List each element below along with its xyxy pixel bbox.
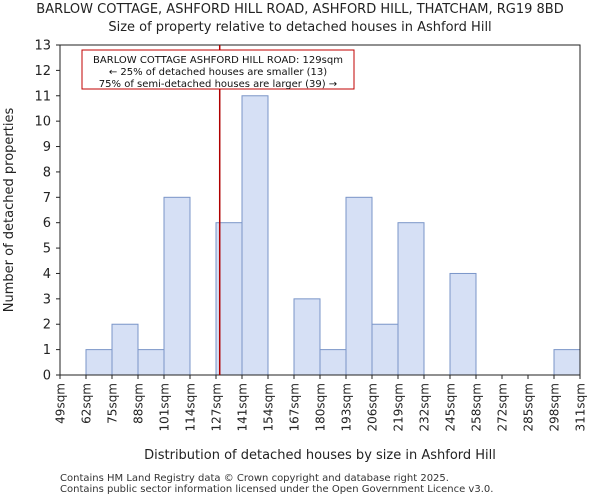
- bar-75sqm: [111, 323, 139, 376]
- y-tick-label: 12: [34, 64, 51, 79]
- bars-group: [85, 95, 581, 376]
- chart-title: BARLOW COTTAGE, ASHFORD HILL ROAD, ASHFO…: [36, 2, 564, 17]
- x-tick-label: 245sqm: [444, 383, 458, 431]
- x-axis-label: Distribution of detached houses by size …: [144, 448, 496, 463]
- x-tick-label: 167sqm: [288, 383, 302, 431]
- x-tick-label: 127sqm: [210, 383, 224, 431]
- x-tick-label: 75sqm: [106, 383, 120, 424]
- bar-298sqm: [553, 349, 581, 376]
- bar-62sqm: [85, 349, 113, 376]
- x-axis: 49sqm 62sqm 75sqm 88sqm 101sqm 114sqm 127sqm 14…: [54, 375, 588, 431]
- annotation-line-2: ← 25% of detached houses are smaller (13…: [109, 67, 327, 78]
- x-tick-label: 62sqm: [80, 383, 94, 424]
- footer-copyright: Contains HM Land Registry data © Crown c…: [60, 473, 449, 484]
- x-tick-label: 258sqm: [470, 383, 484, 431]
- y-tick-label: 6: [43, 216, 51, 231]
- x-tick-label: 193sqm: [340, 383, 354, 431]
- bar-193sqm: [345, 196, 373, 376]
- x-tick-label: 206sqm: [366, 383, 380, 431]
- y-tick-label: 11: [34, 89, 51, 104]
- annotation-border: [81, 49, 355, 90]
- y-tick-label: 1: [43, 343, 51, 358]
- y-tick-label: 7: [43, 191, 51, 206]
- x-tick-label: 285sqm: [522, 383, 536, 431]
- annotation-box: BARLOW COTTAGE ASHFORD HILL ROAD: 129sqm…: [81, 49, 355, 90]
- bar-141sqm: [241, 95, 269, 376]
- footer-licence: Contains public sector information licen…: [60, 484, 494, 495]
- y-tick-label: 10: [34, 115, 51, 130]
- x-tick-label: 232sqm: [418, 383, 432, 431]
- y-tick-label: 0: [43, 369, 51, 384]
- x-tick-label: 311sqm: [574, 383, 588, 431]
- annotation-line-1: BARLOW COTTAGE ASHFORD HILL ROAD: 129sqm: [93, 55, 343, 66]
- bar-206sqm: [371, 323, 399, 376]
- y-tick-label: 9: [43, 140, 51, 155]
- y-tick-label: 5: [43, 242, 51, 257]
- x-tick-label: 180sqm: [314, 383, 328, 431]
- x-tick-label: 272sqm: [496, 383, 510, 431]
- y-axis-label: Number of detached properties: [2, 108, 17, 313]
- bar-219sqm: [397, 222, 425, 376]
- x-tick-label: 154sqm: [262, 383, 276, 431]
- bar-245sqm: [449, 272, 477, 376]
- bar-88sqm: [137, 349, 165, 376]
- plot-frame: [59, 44, 581, 376]
- bar-167sqm: [293, 298, 321, 376]
- y-tick-label: 8: [43, 165, 51, 180]
- x-tick-label: 219sqm: [392, 383, 406, 431]
- x-tick-label: 298sqm: [548, 383, 562, 431]
- y-tick-label: 4: [43, 267, 51, 282]
- chart-subtitle: Size of property relative to detached ho…: [108, 20, 492, 35]
- x-tick-label: 141sqm: [236, 383, 250, 431]
- y-tick-label: 2: [43, 318, 51, 333]
- x-tick-label: 88sqm: [132, 383, 146, 424]
- x-tick-label: 49sqm: [54, 383, 68, 424]
- x-tick-label: 114sqm: [184, 383, 198, 431]
- bar-180sqm: [319, 349, 347, 376]
- y-tick-label: 3: [43, 292, 51, 307]
- y-tick-label: 13: [34, 39, 51, 54]
- bar-101sqm: [163, 196, 191, 376]
- x-tick-label: 101sqm: [158, 383, 172, 431]
- annotation-line-3: 75% of semi-detached houses are larger (…: [99, 79, 337, 90]
